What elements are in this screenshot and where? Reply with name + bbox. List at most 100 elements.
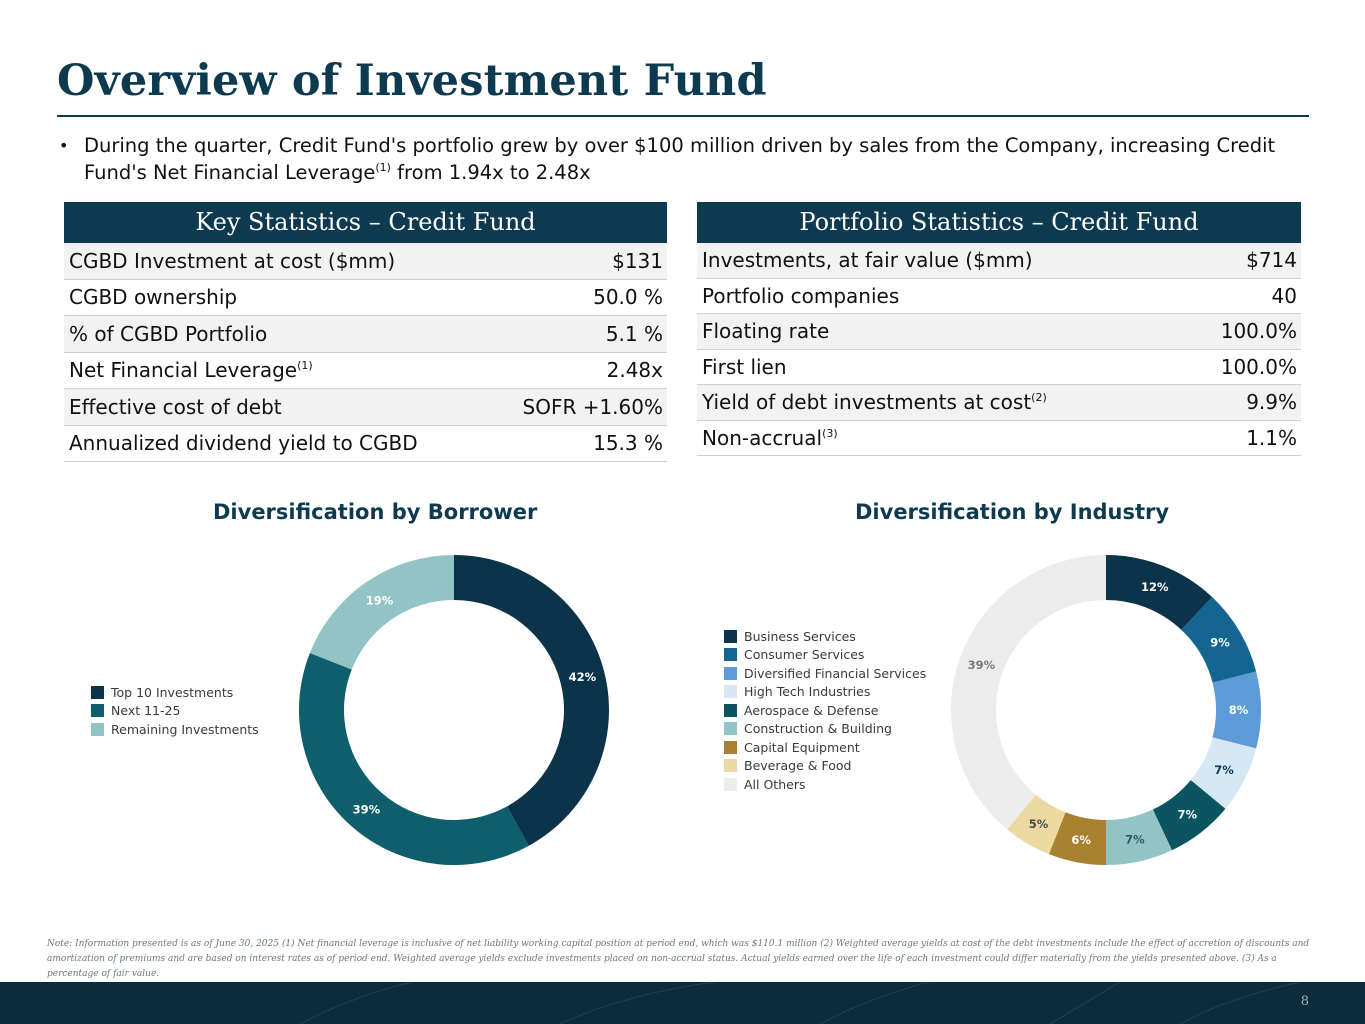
legend-item: Business Services — [724, 627, 926, 646]
legend-label: Beverage & Food — [744, 758, 852, 774]
portfolio-stat-row: Investments, at fair value ($mm) $714 — [697, 243, 1301, 279]
slice-label: 39% — [353, 802, 381, 816]
slice-label: 7% — [1177, 808, 1197, 822]
industry-donut-chart: 12% 9% 8% 7% 7% 7% 6% 5% 39% — [951, 555, 1261, 865]
legend-swatch — [724, 703, 737, 717]
key-stat-value: $131 — [612, 248, 663, 273]
legend-label: Business Services — [744, 628, 856, 644]
donut-slice — [1181, 597, 1257, 683]
legend-item: Top 10 Investments — [91, 683, 259, 702]
portfolio-stat-value: 1.1% — [1246, 425, 1297, 450]
key-stat-row: Net Financial Leverage(1) 2.48x — [64, 353, 667, 389]
donut-slice — [299, 652, 529, 865]
portfolio-stat-value: 100.0% — [1220, 319, 1297, 344]
key-stat-row: CGBD ownership 50.0 % — [64, 280, 667, 316]
footer-band: 8 — [0, 982, 1365, 1024]
borrower-legend: Top 10 Investments Next 11-25 Remaining In… — [91, 683, 259, 739]
portfolio-stat-row: Yield of debt investments at cost(2) 9.9% — [697, 385, 1301, 421]
donut-slice — [1106, 555, 1213, 630]
page-title: Overview of Investment Fund — [57, 56, 767, 106]
legend-swatch — [724, 685, 737, 699]
portfolio-stat-row: First lien 100.0% — [697, 350, 1301, 385]
slice-label: 6% — [1071, 833, 1091, 847]
key-statistics-header: Key Statistics – Credit Fund — [64, 202, 667, 243]
slice-label: 8% — [1229, 703, 1249, 717]
industry-legend: Business Services Consumer Services Divers… — [724, 627, 926, 794]
legend-item: Diversified Financial Services — [724, 664, 926, 683]
industry-chart-title: Diversification by Industry — [855, 500, 1170, 524]
donut-slice — [1152, 780, 1226, 851]
slice-label: 7% — [1214, 763, 1234, 777]
donut-slice — [1212, 671, 1261, 749]
key-stat-value: 2.48x — [606, 358, 663, 383]
legend-swatch — [724, 740, 737, 754]
legend-item: Aerospace & Defense — [724, 701, 926, 720]
legend-item: Construction & Building — [724, 720, 926, 739]
key-stat-value: SOFR +1.60% — [522, 394, 664, 419]
legend-swatch — [724, 759, 737, 773]
legend-label: Construction & Building — [744, 721, 892, 737]
donut-slice — [1106, 809, 1172, 865]
legend-swatch — [91, 685, 104, 699]
legend-label: Diversified Financial Services — [744, 665, 927, 681]
portfolio-stat-row: Portfolio companies 40 — [697, 279, 1301, 314]
portfolio-stat-value: 40 — [1271, 283, 1297, 308]
title-divider — [57, 115, 1309, 117]
key-stat-label: CGBD ownership — [69, 285, 238, 310]
legend-swatch — [724, 777, 737, 791]
legend-swatch — [91, 704, 104, 718]
donut-slice — [454, 555, 609, 846]
legend-label: Top 10 Investments — [111, 684, 234, 700]
portfolio-statistics-rows: Investments, at fair value ($mm) $714 Port… — [697, 243, 1301, 456]
portfolio-statistics-table: Portfolio Statistics – Credit Fund Inves… — [697, 202, 1301, 456]
summary-bullet: • During the quarter, Credit Fund's port… — [59, 132, 1289, 186]
legend-swatch — [724, 648, 737, 662]
key-stat-value: 15.3 % — [593, 431, 663, 456]
legend-label: All Others — [744, 776, 806, 792]
footer-decoration — [299, 982, 1301, 1024]
legend-label: Capital Equipment — [744, 739, 860, 755]
portfolio-stat-value: $714 — [1246, 248, 1297, 273]
portfolio-statistics-header: Portfolio Statistics – Credit Fund — [697, 202, 1301, 243]
footnote-ref: (3) — [822, 426, 838, 440]
portfolio-stat-value: 100.0% — [1220, 354, 1297, 379]
donut-slice — [309, 555, 454, 670]
portfolio-stat-row: Non-accrual(3) 1.1% — [697, 421, 1301, 456]
slice-label: 12% — [1141, 580, 1169, 594]
legend-swatch — [724, 666, 737, 680]
portfolio-stat-row: Floating rate 100.0% — [697, 314, 1301, 350]
portfolio-stat-label: Floating rate — [702, 319, 830, 344]
slice-label: 9% — [1210, 636, 1230, 650]
legend-item: High Tech Industries — [724, 683, 926, 702]
donut-slice — [1007, 794, 1066, 855]
legend-label: High Tech Industries — [744, 684, 871, 700]
legend-item: All Others — [724, 775, 926, 794]
key-stat-label: Net Financial Leverage(1) — [69, 358, 313, 383]
key-stat-row: % of CGBD Portfolio 5.1 % — [64, 316, 667, 353]
portfolio-stat-label: Investments, at fair value ($mm) — [702, 248, 1033, 273]
key-stat-label: Annualized dividend yield to CGBD — [69, 431, 418, 456]
legend-item: Next 11-25 — [91, 702, 259, 721]
legend-swatch — [724, 722, 737, 736]
borrower-donut-chart: 42% 39% 19% — [299, 555, 609, 865]
key-stat-row: Effective cost of debt SOFR +1.60% — [64, 389, 667, 426]
portfolio-stat-label: Yield of debt investments at cost(2) — [702, 390, 1047, 415]
legend-item: Beverage & Food — [724, 757, 926, 776]
footnote-ref: (2) — [1031, 391, 1047, 405]
legend-swatch — [724, 629, 737, 643]
key-stat-label: CGBD Investment at cost ($mm) — [69, 248, 396, 273]
key-stat-value: 5.1 % — [605, 321, 663, 346]
bullet-text: During the quarter, Credit Fund's portfo… — [84, 134, 1276, 184]
portfolio-stat-value: 9.9% — [1246, 390, 1297, 415]
portfolio-stat-label: Non-accrual(3) — [702, 425, 838, 450]
footnote-ref: (1) — [297, 359, 313, 373]
legend-item: Capital Equipment — [724, 738, 926, 757]
legend-item: Consumer Services — [724, 646, 926, 665]
legend-label: Remaining Investments — [111, 721, 259, 737]
legend-swatch — [91, 722, 104, 736]
key-statistics-rows: CGBD Investment at cost ($mm) $131 CGBD ow… — [64, 243, 667, 462]
footnote-ref: (1) — [375, 161, 391, 174]
bullet-dot-icon: • — [59, 136, 69, 155]
legend-label: Consumer Services — [744, 647, 865, 663]
footnote: Note: Information presented is as of Jun… — [47, 939, 1310, 979]
